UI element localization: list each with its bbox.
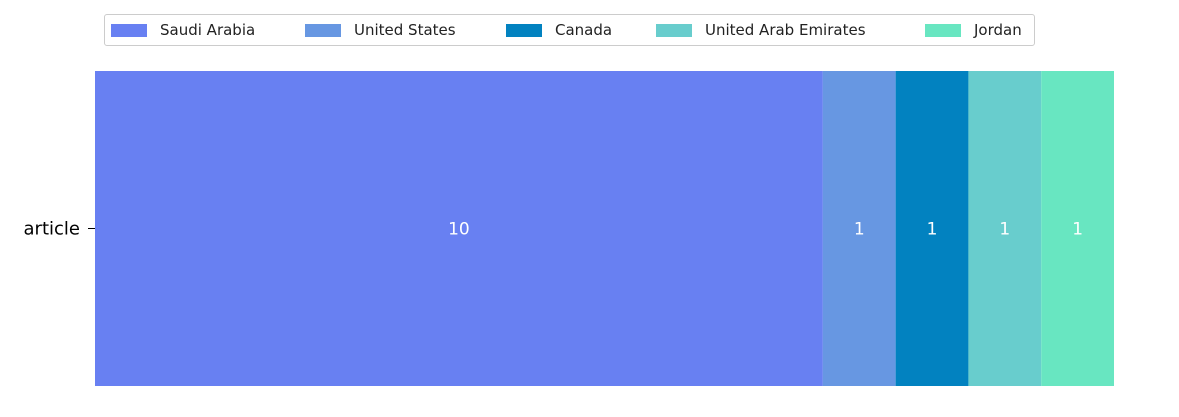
legend-label: Jordan xyxy=(974,21,1022,39)
data-label-canada: 1 xyxy=(927,220,938,240)
legend-swatch xyxy=(925,23,961,37)
legend-swatch xyxy=(111,23,147,37)
legend-label: United Arab Emirates xyxy=(705,21,866,39)
legend-label: United States xyxy=(354,21,456,39)
bar-saudi-arabia xyxy=(95,71,823,386)
legend: Saudi Arabia United States Canada United Ar… xyxy=(104,14,1035,46)
legend-swatch xyxy=(506,23,542,37)
legend-item-saudi-arabia: Saudi Arabia xyxy=(111,15,255,45)
bar-united-arab-emirates xyxy=(968,71,1042,386)
data-label-group: 10 1 1 1 1 xyxy=(448,220,1083,240)
bar-group xyxy=(95,71,1114,386)
data-label-united-arab-emirates: 1 xyxy=(999,220,1010,240)
legend-item-united-arab-emirates: United Arab Emirates xyxy=(656,15,866,45)
y-axis: article xyxy=(24,219,95,240)
bar-jordan xyxy=(1041,71,1114,386)
data-label-saudi-arabia: 10 xyxy=(448,220,470,240)
legend-label: Saudi Arabia xyxy=(160,21,256,39)
legend-item-canada: Canada xyxy=(506,15,612,45)
data-label-united-states: 1 xyxy=(854,220,865,240)
legend-swatch xyxy=(305,23,341,37)
legend-swatch xyxy=(656,23,692,37)
bar-canada xyxy=(895,71,969,386)
y-tick-label: article xyxy=(24,219,80,240)
legend-item-united-states: United States xyxy=(305,15,456,45)
bar-united-states xyxy=(822,71,896,386)
data-label-jordan: 1 xyxy=(1072,220,1083,240)
legend-item-jordan: Jordan xyxy=(925,15,1022,45)
legend-label: Canada xyxy=(555,21,613,39)
